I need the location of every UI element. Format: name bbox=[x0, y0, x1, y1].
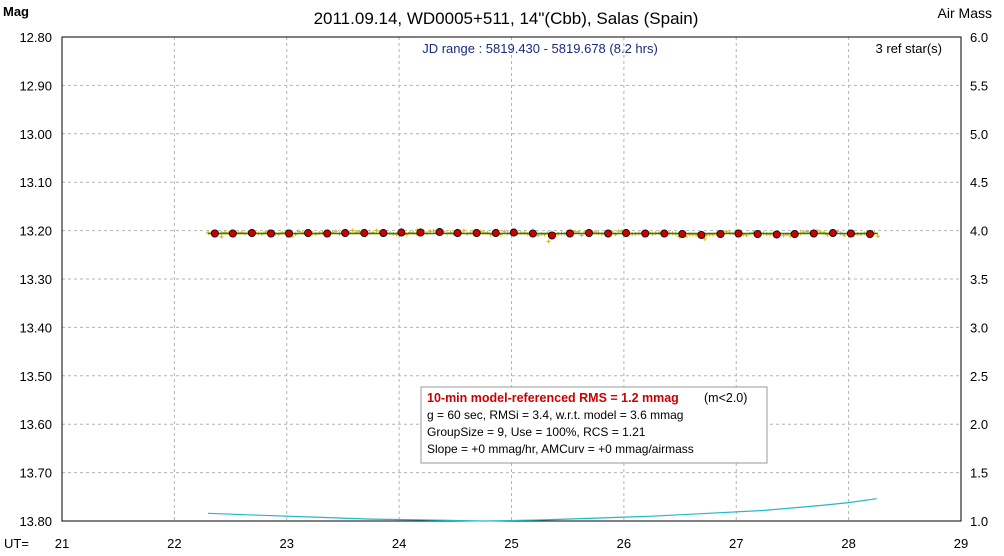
airmass-curve bbox=[208, 498, 877, 522]
y-tick-label-left: 13.00 bbox=[19, 127, 52, 142]
y-tick-label-left: 12.90 bbox=[19, 78, 52, 93]
binned-point bbox=[491, 229, 500, 238]
y-tick-label-right: 4.0 bbox=[970, 224, 988, 239]
y-tick-labels-right: 6.0 5.5 5.0 4.5 4.0 3.5 3.0 2.5 2.0 1.5 1.0 bbox=[970, 30, 988, 529]
binned-point bbox=[304, 229, 313, 238]
binned-point bbox=[565, 229, 574, 238]
stats-rms-suffix: (m<2.0) bbox=[704, 391, 747, 405]
x-tick-label: 27 bbox=[729, 536, 743, 551]
stats-line-4: Slope = +0 mmag/hr, AMCurv = +0 mmag/air… bbox=[427, 442, 694, 456]
binned-point bbox=[734, 229, 743, 238]
x-tick-labels: 21 22 23 24 25 26 27 28 29 bbox=[55, 536, 968, 551]
binned-point bbox=[660, 229, 669, 238]
binned-point bbox=[547, 231, 556, 240]
raw-point-outlier bbox=[702, 236, 707, 241]
binned-point bbox=[453, 229, 462, 238]
raw-point-outlier bbox=[219, 234, 224, 239]
binned-point bbox=[865, 229, 874, 238]
binned-point bbox=[247, 229, 256, 238]
binned-point bbox=[323, 229, 332, 238]
binned-point bbox=[210, 229, 219, 238]
jd-range-text: JD range : 5819.430 - 5819.678 (8.2 hrs) bbox=[422, 41, 658, 56]
stats-rms-line: 10-min model-referenced RMS = 1.2 mmag bbox=[427, 391, 679, 405]
raw-point bbox=[333, 229, 338, 234]
y-axis-left-label: Mag bbox=[3, 4, 29, 19]
x-tick-label: 26 bbox=[617, 536, 631, 551]
binned-point bbox=[284, 229, 293, 238]
binned-point bbox=[509, 228, 518, 237]
y-tick-label-right: 3.5 bbox=[970, 272, 988, 287]
binned-point bbox=[716, 229, 725, 238]
y-tick-label-left: 13.30 bbox=[19, 272, 52, 287]
y-tick-label-left: 13.40 bbox=[19, 320, 52, 335]
x-tick-label: 24 bbox=[392, 536, 406, 551]
y-tick-label-left: 13.50 bbox=[19, 369, 52, 384]
binned-point bbox=[435, 228, 444, 237]
binned-point bbox=[416, 228, 425, 237]
x-tick-label: 23 bbox=[280, 536, 294, 551]
binned-point bbox=[772, 230, 781, 239]
y-tick-label-right: 2.5 bbox=[970, 369, 988, 384]
binned-point bbox=[585, 229, 594, 238]
binned-point bbox=[753, 229, 762, 238]
y-tick-label-right: 5.0 bbox=[970, 127, 988, 142]
x-tick-label: 22 bbox=[167, 536, 181, 551]
airmass-line bbox=[208, 498, 877, 522]
x-tick-label: 29 bbox=[954, 536, 968, 551]
y-tick-label-left: 13.60 bbox=[19, 417, 52, 432]
binned-point bbox=[397, 228, 406, 237]
binned-point bbox=[846, 229, 855, 238]
y-tick-label-right: 4.5 bbox=[970, 175, 988, 190]
y-tick-label-right: 3.0 bbox=[970, 320, 988, 335]
y-tick-label-left: 13.70 bbox=[19, 466, 52, 481]
x-tick-label: 25 bbox=[504, 536, 518, 551]
binned-point bbox=[360, 229, 369, 238]
x-tick-label: 28 bbox=[841, 536, 855, 551]
y-tick-label-right: 1.5 bbox=[970, 466, 988, 481]
raw-point bbox=[461, 228, 466, 233]
chart-title: 2011.09.14, WD0005+511, 14"(Cbb), Salas … bbox=[314, 9, 699, 28]
raw-point bbox=[616, 229, 621, 234]
y-tick-label-right: 6.0 bbox=[970, 30, 988, 45]
y-tick-labels-left: 12.80 12.90 13.00 13.10 13.20 13.30 13.40 13.50… bbox=[19, 30, 52, 529]
y-tick-label-left: 13.20 bbox=[19, 224, 52, 239]
y-axis-right-label: Air Mass bbox=[938, 5, 992, 21]
stats-line-2: g = 60 sec, RMSi = 3.4, w.r.t. model = 3… bbox=[427, 408, 683, 422]
raw-point bbox=[875, 234, 880, 239]
ref-stars-text: 3 ref star(s) bbox=[876, 41, 942, 56]
binned-point bbox=[604, 229, 613, 238]
binned-point bbox=[828, 229, 837, 238]
binned-point bbox=[528, 229, 537, 238]
binned-point bbox=[379, 229, 388, 238]
raw-point-outlier bbox=[546, 239, 551, 244]
stats-line-3: GroupSize = 9, Use = 100%, RCS = 1.21 bbox=[427, 425, 646, 439]
binned-point bbox=[641, 229, 650, 238]
raw-point bbox=[428, 229, 433, 234]
binned-points bbox=[210, 228, 874, 240]
binned-point bbox=[678, 229, 687, 238]
binned-point bbox=[790, 229, 799, 238]
y-tick-label-right: 2.0 bbox=[970, 417, 988, 432]
binned-point bbox=[341, 229, 350, 238]
y-tick-label-left: 13.80 bbox=[19, 514, 52, 529]
x-tick-label: 21 bbox=[55, 536, 69, 551]
y-tick-label-left: 12.80 bbox=[19, 30, 52, 45]
y-tick-label-right: 5.5 bbox=[970, 78, 988, 93]
raw-point bbox=[374, 228, 379, 233]
y-tick-label-left: 13.10 bbox=[19, 175, 52, 190]
stats-box: 10-min model-referenced RMS = 1.2 mmag (… bbox=[420, 386, 768, 464]
binned-point bbox=[622, 229, 631, 238]
y-tick-label-right: 1.0 bbox=[970, 514, 988, 529]
binned-point bbox=[228, 229, 237, 238]
binned-point bbox=[472, 229, 481, 238]
raw-point bbox=[431, 228, 436, 233]
binned-point bbox=[267, 229, 276, 238]
x-axis-label: UT= bbox=[4, 536, 29, 551]
raw-point bbox=[350, 228, 355, 233]
binned-point bbox=[697, 230, 706, 239]
binned-point bbox=[809, 229, 818, 238]
